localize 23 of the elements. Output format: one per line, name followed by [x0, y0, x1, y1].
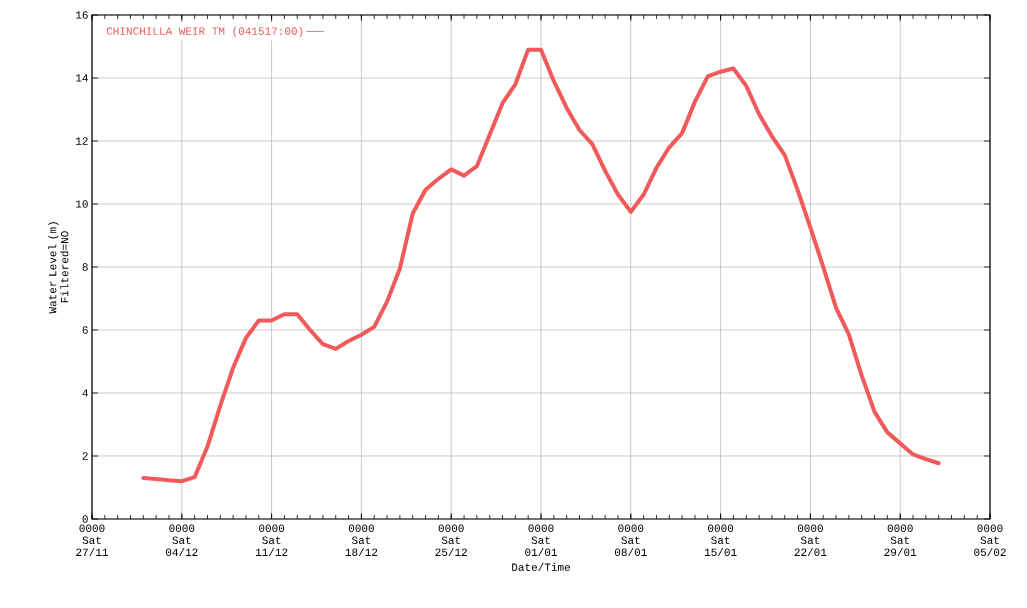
- y-tick-label: 0: [82, 515, 88, 523]
- y-tick-label: 4: [82, 389, 88, 397]
- y-tick-label: 6: [82, 326, 88, 334]
- y-tick-label: 16: [76, 11, 88, 19]
- y-tick-label: 2: [82, 452, 88, 460]
- legend-label: CHINCHILLA WEIR TM (041517:00): [106, 26, 303, 37]
- x-axis-title: Date/Time: [512, 562, 570, 571]
- x-tick-label: 0000 Sat 25/12: [435, 524, 467, 556]
- x-tick-label: 0000 Sat 18/12: [345, 524, 378, 556]
- y-tick-label: 10: [76, 200, 88, 208]
- x-tick-label: 0000 Sat 04/12: [165, 524, 198, 556]
- y-tick-label: 8: [82, 263, 88, 271]
- x-tick-label: 0000 Sat 08/01: [614, 524, 647, 556]
- x-tick-label: 0000 Sat 29/01: [884, 524, 917, 556]
- x-tick-label: 0000 Sat 11/12: [255, 524, 288, 556]
- y-axis-title: Water Level (m) Filtered=NO: [48, 222, 69, 314]
- x-tick-label: 0000 Sat 05/02: [974, 524, 1006, 556]
- x-tick-label: 0000 Sat 22/01: [794, 524, 827, 556]
- y-tick-label: 12: [76, 137, 88, 145]
- x-tick-label: 0000 Sat 01/01: [525, 524, 557, 556]
- x-tick-label: 0000 Sat 15/01: [704, 524, 737, 556]
- x-tick-label: 0000 Sat 27/11: [76, 524, 108, 556]
- y-tick-label: 14: [76, 74, 88, 82]
